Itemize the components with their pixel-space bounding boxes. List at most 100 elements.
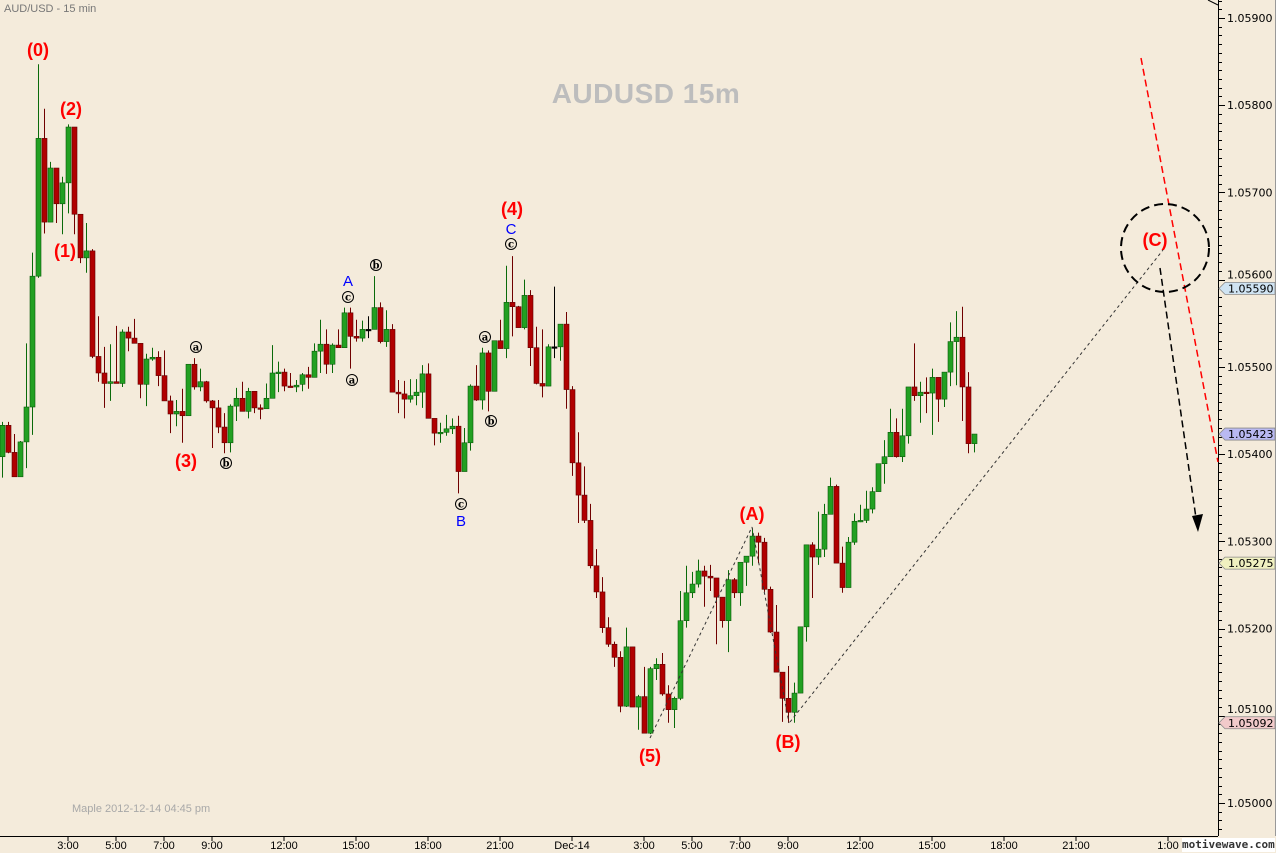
candle xyxy=(971,433,978,453)
candle xyxy=(383,310,390,347)
candle xyxy=(713,577,720,645)
candle-body xyxy=(899,435,906,458)
candle xyxy=(371,276,378,330)
price-tick-label: 1.05700 xyxy=(1227,186,1273,199)
price-axis[interactable] xyxy=(1219,0,1276,836)
candle-body xyxy=(527,295,534,348)
candle xyxy=(521,279,528,330)
price-marker-label: 1.05092 xyxy=(1228,717,1274,730)
primary-wave-label: (A) xyxy=(740,504,765,524)
candle-body xyxy=(575,462,582,496)
candle xyxy=(641,666,648,734)
candle-body xyxy=(365,329,372,332)
candle xyxy=(923,377,930,414)
candle-body xyxy=(569,389,576,464)
candle-body xyxy=(335,344,342,348)
candle-body xyxy=(857,520,864,523)
candle-body xyxy=(515,306,522,328)
candle xyxy=(881,440,888,484)
candle xyxy=(815,511,822,565)
candle-body xyxy=(65,126,72,184)
minor-wave-circle xyxy=(220,457,232,469)
candle xyxy=(143,353,150,407)
candle xyxy=(941,371,948,408)
time-tick-label: 15:00 xyxy=(342,840,370,852)
candle xyxy=(707,564,714,592)
time-tick-label: 7:00 xyxy=(729,840,750,852)
candle xyxy=(473,365,480,401)
candle xyxy=(695,559,702,588)
candle xyxy=(515,305,522,328)
candle xyxy=(665,685,672,723)
candle-body xyxy=(257,407,264,410)
candle-body xyxy=(719,596,726,622)
candle-body xyxy=(389,329,396,393)
candle-body xyxy=(641,696,648,734)
time-tick-label: 9:00 xyxy=(201,840,222,852)
candle xyxy=(653,658,660,681)
candle-body xyxy=(833,486,840,564)
candle-body xyxy=(137,343,144,385)
chart-watermark-title: AUDUSD 15m xyxy=(551,78,741,109)
candle-body xyxy=(545,346,552,387)
price-marker: 1.05423 xyxy=(1218,427,1276,441)
candle-body xyxy=(911,386,918,396)
brand-logo: motivewave.com xyxy=(1182,838,1275,852)
candle-body xyxy=(293,384,300,388)
candle-body xyxy=(779,671,786,699)
candle xyxy=(113,325,120,384)
candle xyxy=(251,391,258,414)
candle-body xyxy=(449,425,456,430)
candle xyxy=(959,306,966,421)
candle-body xyxy=(617,657,624,707)
primary-wave-label: (4) xyxy=(501,199,523,219)
candle xyxy=(215,400,222,434)
candle-body xyxy=(581,494,588,521)
candle xyxy=(119,329,126,387)
candle-body xyxy=(419,373,426,393)
price-tick-label: 1.05900 xyxy=(1227,12,1273,25)
time-tick-label: 3:00 xyxy=(633,840,654,852)
candle-body xyxy=(431,418,438,434)
candle-body xyxy=(473,385,480,401)
candle-body xyxy=(299,374,306,385)
candle xyxy=(305,366,312,389)
time-tick-label: 18:00 xyxy=(414,840,442,852)
candle xyxy=(83,222,90,273)
candle xyxy=(269,345,276,399)
candle xyxy=(905,386,912,444)
trend-line-B-to-C[interactable] xyxy=(789,249,1164,723)
candle xyxy=(617,651,624,713)
primary-wave-label: (0) xyxy=(27,40,49,60)
candle xyxy=(185,363,192,417)
candle xyxy=(191,358,198,390)
candle-body xyxy=(887,432,894,458)
candle xyxy=(311,343,318,378)
candle xyxy=(239,381,246,412)
candle-body xyxy=(263,397,270,410)
candle-body xyxy=(509,302,516,308)
candle-body xyxy=(425,373,432,419)
candle-body xyxy=(269,372,276,399)
candle xyxy=(89,249,96,359)
candle-body xyxy=(851,520,858,543)
candle-body xyxy=(839,562,846,588)
candle-body xyxy=(383,329,390,342)
candle-body xyxy=(323,343,330,365)
candle xyxy=(659,652,666,696)
projection-arrow-line[interactable] xyxy=(1159,267,1197,519)
intermediate-wave-label: B xyxy=(456,513,466,530)
candle-body xyxy=(275,371,282,374)
candle xyxy=(581,466,588,524)
candle xyxy=(857,504,864,523)
candle-body xyxy=(17,441,24,478)
footer-stamp: Maple 2012-12-14 04:45 pm xyxy=(72,803,211,815)
red-channel-line[interactable] xyxy=(1140,57,1219,463)
trend-line-5-to-A[interactable] xyxy=(649,526,753,739)
candle xyxy=(917,381,924,423)
candle xyxy=(233,387,240,421)
target-circle[interactable] xyxy=(1120,203,1210,293)
candle-body xyxy=(101,372,108,384)
candle-body xyxy=(401,393,408,400)
price-marker-tag xyxy=(1218,281,1276,295)
